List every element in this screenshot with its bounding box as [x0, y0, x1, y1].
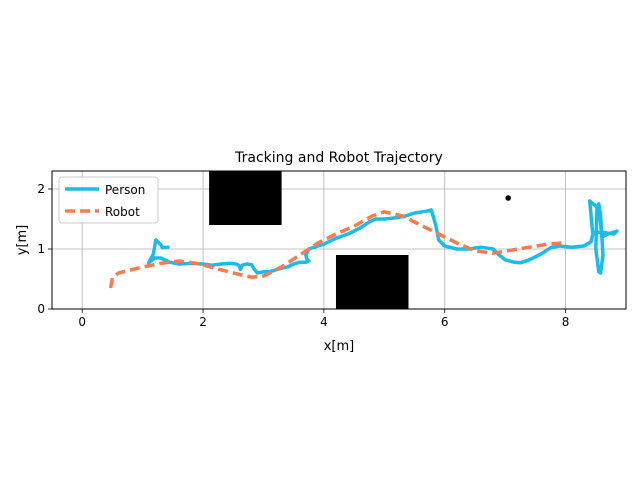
obstacle-rect: [209, 171, 282, 225]
obstacle-rect: [335, 255, 409, 309]
markers: [505, 195, 511, 201]
legend: Person Robot: [58, 176, 159, 224]
y-tick-label: 1: [37, 242, 45, 256]
series-lines: [108, 199, 619, 289]
plot-frame: [51, 170, 627, 310]
x-tick-label: 4: [320, 315, 328, 329]
x-tick-label: 6: [441, 315, 449, 329]
marker-point: [505, 195, 511, 201]
legend-label-person: Person: [105, 183, 145, 197]
y-tick-label: 2: [37, 182, 45, 196]
x-tick-label: 8: [562, 315, 570, 329]
series-line-robot: [108, 210, 563, 289]
x-tick-label: 0: [78, 315, 86, 329]
y-tick-label: 0: [37, 302, 45, 316]
obstacles: [209, 171, 409, 309]
legend-label-robot: Robot: [105, 205, 140, 219]
x-tick-label: 2: [199, 315, 207, 329]
y-axis-label: y[m]: [15, 225, 30, 256]
x-axis-label: x[m]: [324, 339, 355, 354]
axis-ticks: 0 2 4 6 8 0 1 2: [37, 182, 569, 329]
chart-title: Tracking and Robot Trajectory: [234, 150, 443, 166]
series-line-person: [146, 199, 619, 275]
